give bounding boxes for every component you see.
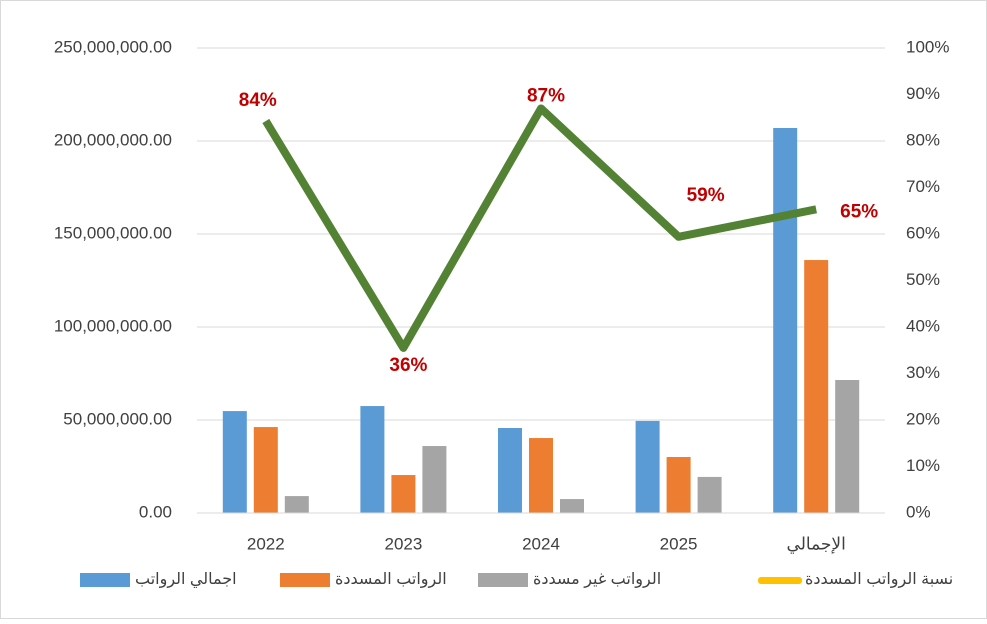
y-tick-label: 150,000,000.00 — [54, 223, 172, 242]
bar — [498, 427, 522, 513]
bar — [422, 446, 447, 513]
bar — [697, 476, 722, 513]
x-tick-label: 2023 — [384, 534, 422, 553]
bar — [835, 380, 860, 513]
y2-tick-label: 30% — [906, 363, 940, 382]
y-tick-label: 250,000,000.00 — [54, 37, 172, 56]
y-tick-label: 200,000,000.00 — [54, 130, 172, 149]
x-tick-label: 2025 — [660, 534, 698, 553]
legend-swatch — [478, 573, 528, 587]
y-tick-label: 50,000,000.00 — [63, 409, 172, 428]
data-label: 59% — [687, 185, 725, 206]
y2-tick-label: 40% — [906, 316, 940, 335]
y2-tick-label: 20% — [906, 409, 940, 428]
bar — [560, 499, 584, 513]
y2-tick-label: 70% — [906, 177, 940, 196]
legend-swatch — [758, 577, 802, 584]
bar — [391, 475, 416, 513]
legend-label: نسبة الرواتب المسددة — [805, 571, 953, 589]
data-label: 36% — [389, 355, 427, 376]
y2-tick-label: 50% — [906, 270, 940, 289]
data-label: 87% — [527, 85, 565, 106]
legend-label: الرواتب المسددة — [335, 571, 447, 589]
legend-swatch — [280, 573, 330, 587]
y2-tick-label: 0% — [906, 502, 931, 521]
y2-tick-label: 100% — [906, 37, 949, 56]
line-series — [262, 104, 817, 352]
y2-tick-label: 80% — [906, 130, 940, 149]
y2-tick-label: 10% — [906, 456, 940, 475]
legend-label: الرواتب غير مسددة — [533, 571, 661, 589]
bar — [529, 438, 553, 513]
bar — [804, 260, 829, 513]
x-tick-label: الإجمالي — [787, 534, 846, 554]
data-label: 84% — [239, 90, 277, 111]
bar — [222, 411, 247, 513]
bar — [360, 406, 385, 513]
bar — [635, 420, 660, 513]
bar — [284, 496, 309, 513]
legend-label: اجمالي الرواتب — [135, 571, 237, 589]
y2-tick-label: 60% — [906, 223, 940, 242]
y-tick-label: 0.00 — [139, 502, 172, 521]
bar — [773, 127, 798, 513]
bar — [666, 457, 691, 513]
x-tick-label: 2024 — [522, 534, 560, 553]
legend-swatch — [80, 573, 130, 587]
y2-tick-label: 90% — [906, 84, 940, 103]
data-label: 65% — [840, 201, 878, 222]
x-tick-label: 2022 — [247, 534, 285, 553]
bar — [253, 427, 278, 513]
y-tick-label: 100,000,000.00 — [54, 316, 172, 335]
